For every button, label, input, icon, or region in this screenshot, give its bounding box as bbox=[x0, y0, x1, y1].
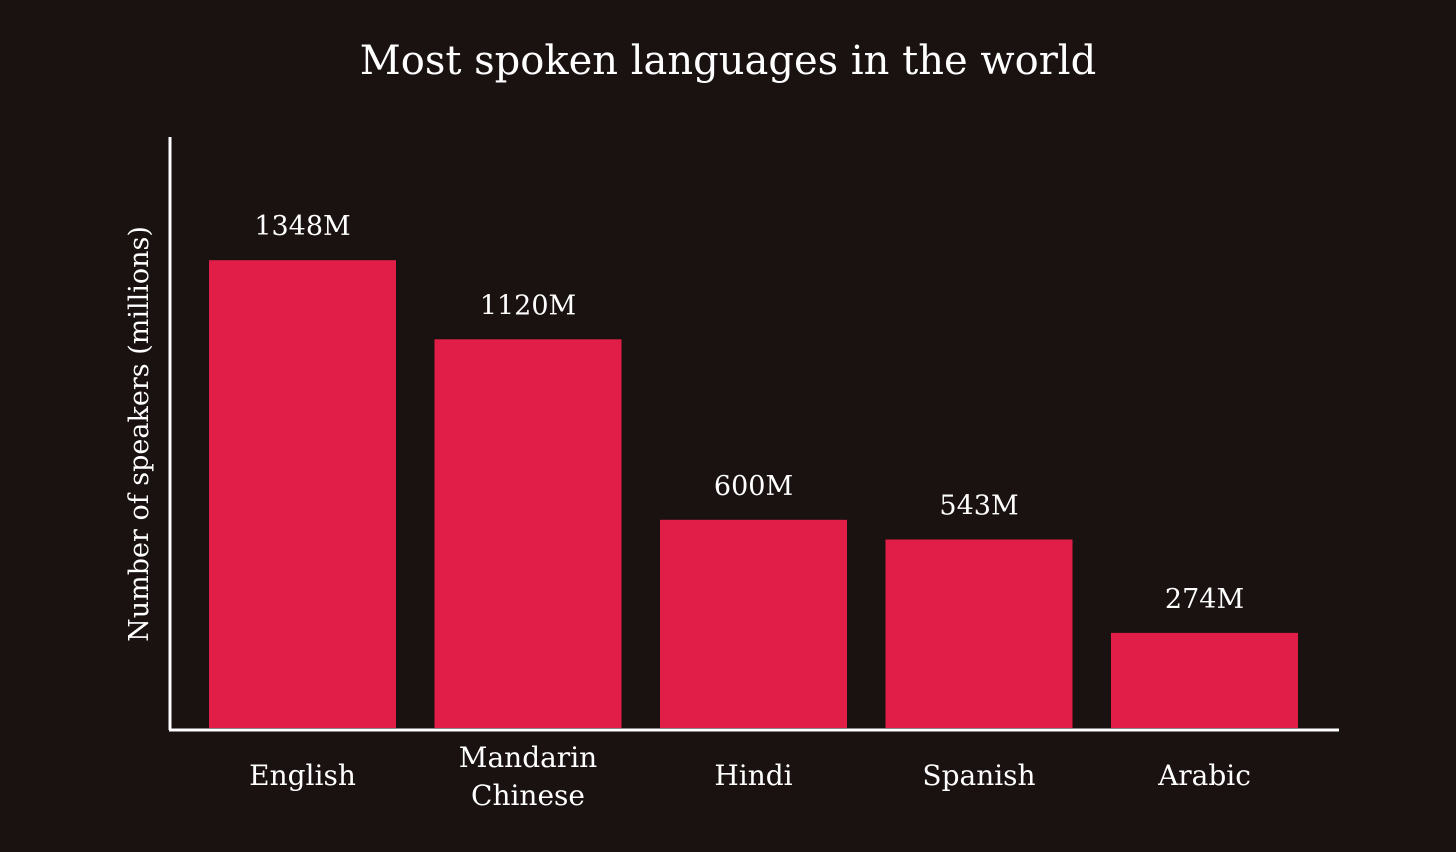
category-label-1-line-1: Chinese bbox=[471, 779, 585, 812]
category-label-0: English bbox=[249, 759, 356, 792]
value-label-3: 543M bbox=[939, 491, 1018, 522]
value-label-2: 600M bbox=[714, 471, 793, 502]
bar-0 bbox=[209, 260, 396, 728]
category-label-1-line-0: Mandarin bbox=[459, 741, 597, 774]
value-label-0: 1348M bbox=[254, 211, 350, 242]
chart-title: Most spoken languages in the world bbox=[360, 38, 1096, 84]
value-label-1: 1120M bbox=[480, 290, 576, 321]
value-label-4: 274M bbox=[1165, 584, 1244, 615]
category-labels-group: English Mandarin Chinese Hindi Spanish Arabic bbox=[249, 741, 1251, 812]
bar-4 bbox=[1111, 632, 1298, 728]
bars-group bbox=[209, 260, 1298, 728]
category-label-1: Mandarin Chinese bbox=[459, 741, 597, 812]
category-label-4: Arabic bbox=[1157, 759, 1251, 792]
category-label-2: Hindi bbox=[714, 759, 792, 792]
value-labels-group: 1348M 1120M 600M 543M 274M bbox=[254, 211, 1244, 615]
bar-2 bbox=[660, 519, 847, 728]
bar-1 bbox=[434, 339, 622, 728]
bar-3 bbox=[885, 539, 1073, 728]
category-label-3: Spanish bbox=[922, 759, 1035, 792]
y-axis-label: Number of speakers (millions) bbox=[124, 226, 155, 642]
